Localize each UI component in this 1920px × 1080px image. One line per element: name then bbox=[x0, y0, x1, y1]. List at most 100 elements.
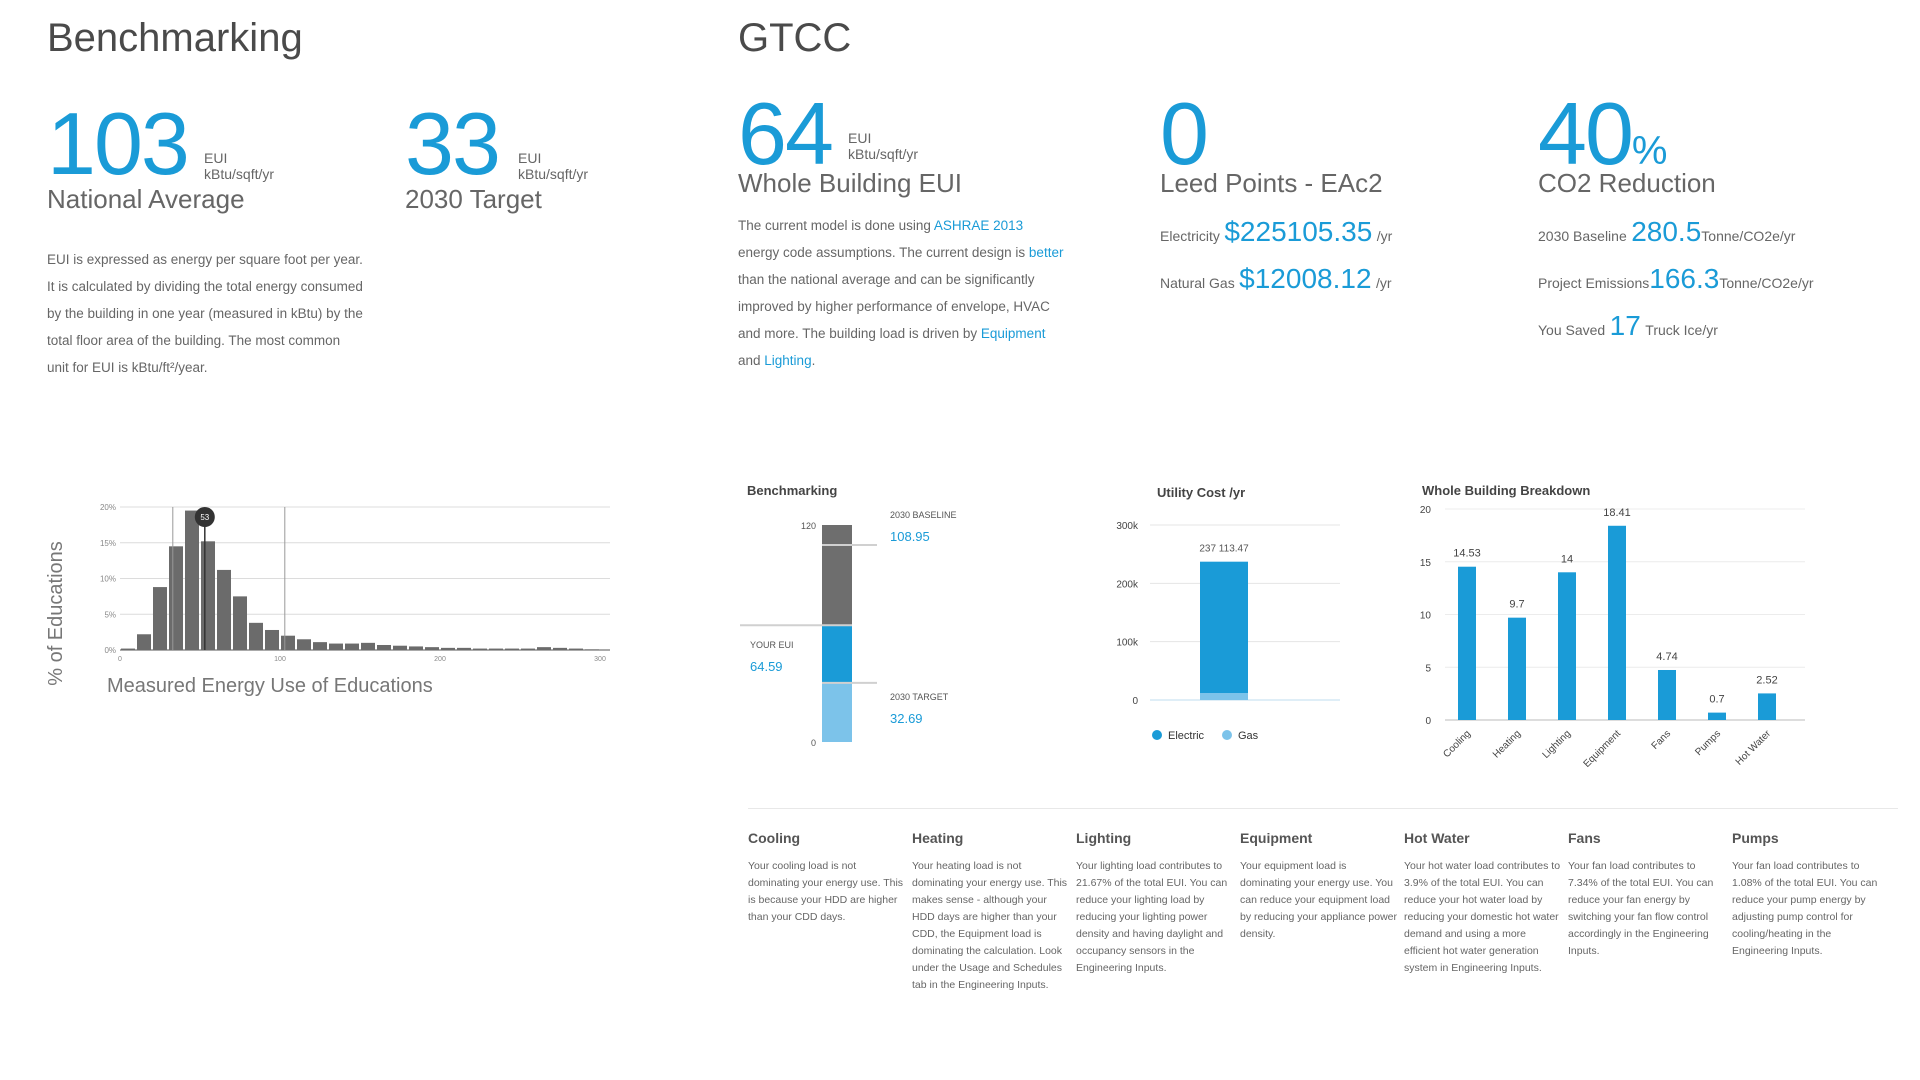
target-metric: 33 bbox=[405, 100, 501, 188]
baseline-row: 2030 Baseline 280.5Tonne/CO2e/yr bbox=[1538, 216, 1795, 248]
unit-kbtu: kBtu/sqft/yr bbox=[518, 166, 589, 182]
histogram-bar bbox=[425, 647, 439, 650]
description-title: Fans bbox=[1568, 830, 1601, 846]
description-fans: Fans Your fan load contributes to 7.34% o… bbox=[1568, 830, 1726, 960]
saved-label: You Saved bbox=[1538, 322, 1606, 338]
histogram-y-tick: 5% bbox=[104, 610, 116, 619]
breakdown-bar bbox=[1708, 712, 1726, 720]
lighting-link[interactable]: Lighting bbox=[764, 353, 812, 368]
utility-y-tick: 200k bbox=[1116, 579, 1139, 590]
histogram-bar bbox=[345, 643, 359, 650]
histogram-bar bbox=[153, 587, 167, 650]
histogram-bar bbox=[313, 642, 327, 650]
breakdown-x-tick: Fans bbox=[1650, 728, 1674, 752]
description-title: Pumps bbox=[1732, 830, 1779, 846]
description-text: than the national average and can be sig… bbox=[738, 272, 1035, 287]
histogram-bar bbox=[185, 510, 199, 650]
eui-explanation-line: unit for EUI is kBtu/ft²/year. bbox=[47, 360, 208, 375]
histogram-bar bbox=[585, 649, 599, 650]
breakdown-bar bbox=[1758, 693, 1776, 720]
unit-kbtu: kBtu/sqft/yr bbox=[848, 146, 919, 162]
breakdown-bar bbox=[1608, 525, 1626, 720]
electricity-label: Electricity bbox=[1160, 228, 1220, 244]
description-text: Your fan load contributes to 1.08% of th… bbox=[1732, 860, 1878, 957]
gas-value: $12008.12 bbox=[1239, 263, 1372, 294]
electricity-unit: /yr bbox=[1376, 228, 1393, 244]
histogram-marker bbox=[194, 507, 215, 527]
description-lighting: Lighting Your lighting load contributes t… bbox=[1076, 830, 1234, 977]
benchmarking-gauge-chart: 120 0 2030 BASELINE 108.95 YOUR EUI 64.59 2030… bbox=[740, 510, 957, 748]
whole-building-breakdown-chart: 0 5 10 15 20 14.53 Cooling 9.7 Heating 14 Lighting… bbox=[1420, 505, 1805, 770]
legend-gas-swatch bbox=[1222, 730, 1232, 740]
histogram-bar bbox=[249, 622, 263, 650]
baseline-label: 2030 Baseline bbox=[1538, 228, 1627, 244]
eui-unit: EUI kBtu/sqft/yr bbox=[848, 130, 918, 162]
equipment-link[interactable]: Equipment bbox=[980, 326, 1046, 341]
unit-eui: EUI bbox=[848, 130, 872, 146]
unit-eui: EUI bbox=[518, 150, 542, 166]
histogram-bar bbox=[537, 647, 551, 650]
utility-cost-title: Utility Cost /yr bbox=[1157, 485, 1246, 500]
histogram-y-tick: 15% bbox=[100, 539, 116, 548]
model-description: The current model is done using ASHRAE 2… bbox=[738, 212, 1078, 374]
gauge-baseline-segment bbox=[822, 525, 852, 626]
histogram-x-tick: 0 bbox=[118, 656, 122, 663]
utility-cost-chart: 0 100k 200k 300k 237 113.47 Electric Gas bbox=[1116, 521, 1340, 742]
utility-gas-bar bbox=[1200, 692, 1248, 700]
histogram-bar bbox=[121, 648, 135, 650]
saved-value: 17 bbox=[1609, 310, 1641, 341]
saved-unit: Truck Ice/yr bbox=[1645, 322, 1718, 338]
eui-explanation-line: by the building in one year (measured in… bbox=[47, 306, 363, 321]
description-text: Your heating load is not dominating your… bbox=[912, 860, 1068, 991]
section-divider bbox=[748, 808, 1898, 809]
description-text: The current model is done using bbox=[738, 218, 934, 233]
histogram-bar bbox=[553, 647, 567, 650]
gtcc-title: GTCC bbox=[738, 16, 852, 60]
histogram-bar bbox=[393, 645, 407, 650]
percent-sign: % bbox=[1631, 129, 1668, 173]
description-title: Heating bbox=[912, 830, 964, 846]
legend-electric-swatch bbox=[1152, 730, 1162, 740]
national-average-label: National Average bbox=[47, 184, 245, 214]
histogram-bar bbox=[409, 646, 423, 650]
leed-label: Leed Points - EAc2 bbox=[1160, 168, 1383, 198]
histogram-bar bbox=[489, 648, 503, 650]
histogram-bar bbox=[217, 569, 231, 650]
gas-unit: /yr bbox=[1375, 275, 1392, 291]
histogram-marker-label: 53 bbox=[200, 513, 209, 522]
ashrae-link[interactable]: ASHRAE 2013 bbox=[933, 218, 1024, 233]
leed-metric: 0 bbox=[1160, 90, 1209, 178]
histogram-bar bbox=[329, 643, 343, 650]
utility-electric-bar bbox=[1200, 561, 1248, 693]
histogram-bar bbox=[473, 648, 487, 650]
histogram-bar bbox=[281, 635, 295, 650]
histogram-bar bbox=[441, 647, 455, 650]
unit-eui: EUI bbox=[204, 150, 228, 166]
description-text: and bbox=[738, 353, 765, 368]
target-value: 33 bbox=[405, 94, 501, 193]
co2-value: 40 bbox=[1538, 84, 1634, 183]
gauge-baseline-value: 108.95 bbox=[890, 529, 930, 544]
histogram-bar bbox=[377, 644, 391, 650]
histogram-bar bbox=[265, 629, 279, 650]
gauge-y-tick: 120 bbox=[801, 521, 816, 531]
better-link[interactable]: better bbox=[1028, 245, 1064, 260]
description-title: Cooling bbox=[748, 830, 801, 846]
eui-label: Whole Building EUI bbox=[738, 168, 962, 198]
utility-y-tick: 100k bbox=[1116, 638, 1139, 649]
histogram-x-tick: 200 bbox=[434, 656, 446, 663]
gas-cost-row: Natural Gas $12008.12 /yr bbox=[1160, 263, 1392, 295]
description-text: Your lighting load contributes to 21.67%… bbox=[1076, 860, 1228, 974]
distribution-histogram: 0% 5% 10% 15% 20% 0 100 200 300 53 % of Educations… bbox=[45, 503, 610, 697]
histogram-bar bbox=[569, 648, 583, 650]
baseline-unit: Tonne/CO2e/yr bbox=[1701, 228, 1796, 244]
breakdown-bar bbox=[1508, 617, 1526, 720]
histogram-bar bbox=[201, 541, 215, 650]
national-average-metric: 103 bbox=[47, 100, 190, 188]
gauge-target-segment bbox=[822, 682, 852, 742]
histogram-bar bbox=[361, 642, 375, 650]
breakdown-x-tick: Pumps bbox=[1693, 728, 1723, 758]
unit-kbtu: kBtu/sqft/yr bbox=[204, 166, 275, 182]
breakdown-x-tick: Hot Water bbox=[1734, 728, 1774, 768]
project-emissions-label: Project Emissions bbox=[1538, 275, 1650, 291]
